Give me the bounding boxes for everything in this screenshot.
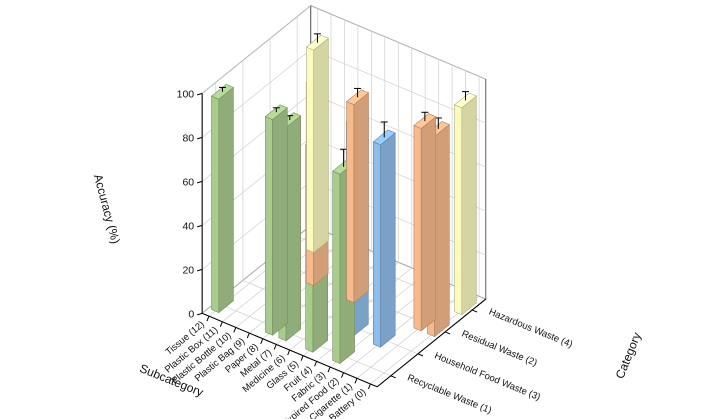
x-tick	[367, 383, 371, 390]
bar-face-side	[313, 37, 329, 254]
x-tick	[260, 338, 264, 344]
z-gridline	[201, 5, 486, 94]
bar-face-side	[272, 107, 288, 336]
bar-face-front	[454, 104, 463, 316]
bar-face-front	[265, 116, 273, 336]
bar	[372, 121, 396, 348]
bar	[305, 33, 329, 254]
x-tick	[233, 327, 237, 333]
z-tick-label: 100	[177, 88, 195, 100]
bar-face-side	[285, 115, 302, 342]
x-gridline	[222, 14, 332, 323]
y-tick	[444, 331, 451, 335]
x-tick	[287, 349, 291, 356]
bar	[264, 104, 288, 336]
bar-face-top	[346, 89, 370, 106]
x-tick	[246, 332, 250, 339]
x-tick	[327, 366, 331, 373]
z-tick	[197, 268, 203, 272]
z-tick	[197, 136, 203, 140]
bar-face-front	[346, 101, 355, 304]
bar-face-side	[380, 132, 396, 348]
bar-face-front	[211, 95, 220, 314]
z-tick-label: 80	[182, 132, 194, 144]
bar-face-side	[353, 92, 369, 304]
bar-face-top	[453, 92, 477, 109]
z-tick-label: 0	[188, 308, 194, 320]
bar-face-front	[332, 170, 341, 364]
bar-face-side	[461, 95, 477, 316]
y-axis-line	[376, 298, 487, 388]
x-tick	[314, 361, 318, 367]
x-tick	[300, 355, 304, 361]
x-tick	[219, 321, 223, 328]
bar-face-side	[434, 123, 450, 338]
x-tick	[206, 315, 210, 322]
y-tick	[472, 309, 478, 313]
z-axis-title: Accuracy (%)	[91, 173, 123, 246]
y-axis-title: Category	[613, 330, 644, 380]
bar-face-front	[306, 46, 315, 253]
bar	[413, 111, 437, 332]
y-tick-label: Residual Waste (2)	[460, 329, 539, 369]
z-tick	[197, 312, 203, 316]
x-tick	[273, 344, 277, 350]
z-tick	[197, 92, 203, 96]
bars	[210, 33, 477, 365]
axes	[197, 92, 487, 390]
y-tick	[390, 375, 396, 379]
bar	[346, 87, 370, 304]
z-tick	[197, 180, 203, 184]
bar-face-front	[413, 125, 422, 332]
z-tick-label: 40	[182, 220, 194, 232]
bar	[453, 91, 477, 316]
bar-face-side	[218, 86, 234, 314]
z-tick-label: 60	[182, 176, 194, 188]
z-tick	[197, 224, 203, 228]
x-tick	[354, 378, 358, 384]
x-tick	[341, 372, 344, 378]
bar-face-side	[420, 116, 437, 332]
bar	[210, 84, 234, 314]
z-tick-label: 20	[182, 264, 194, 276]
y-tick	[417, 353, 424, 357]
bar-face-front	[372, 141, 381, 348]
x-gridline	[370, 76, 480, 385]
